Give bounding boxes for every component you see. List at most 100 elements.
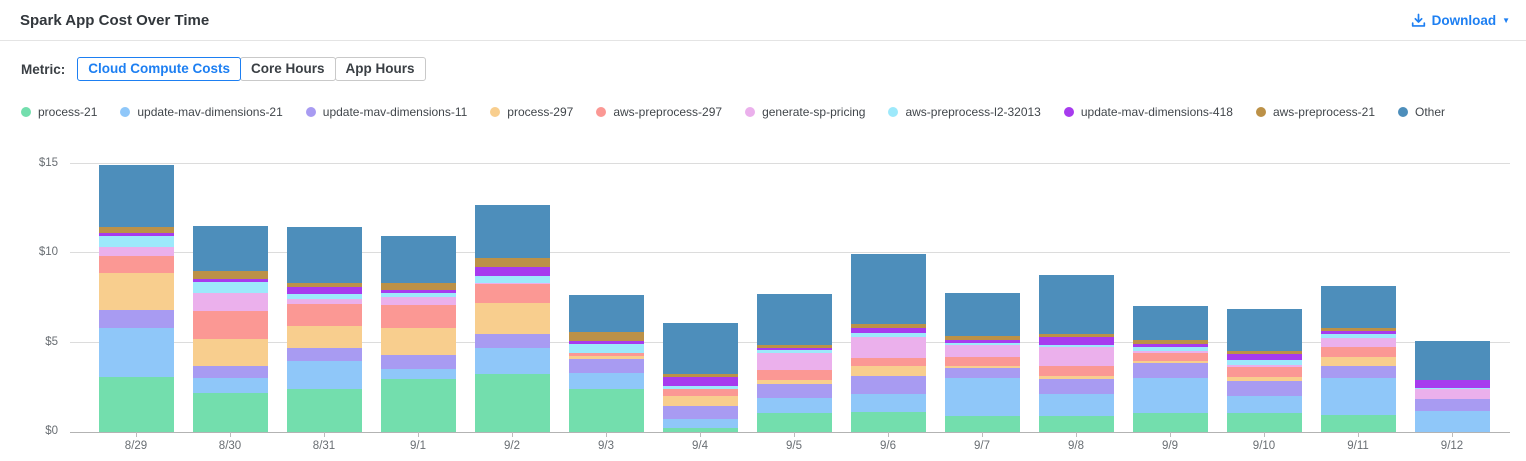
- bar-segment-aws-preprocess-21[interactable]: [98, 227, 174, 233]
- bar-segment-update-mav-dimensions-11[interactable]: [1226, 381, 1302, 397]
- bar-segment-aws-preprocess-l2-32013[interactable]: [756, 349, 832, 354]
- bar-segment-update-mav-dimensions-418[interactable]: [380, 290, 456, 293]
- stacked-bar-9-6[interactable]: [850, 254, 926, 432]
- bar-segment-aws-preprocess-l2-32013[interactable]: [1132, 347, 1208, 351]
- bar-segment-other[interactable]: [380, 236, 456, 283]
- bar-segment-process-297[interactable]: [1038, 375, 1114, 380]
- bar-segment-other[interactable]: [474, 205, 550, 258]
- legend-item-aws-preprocess-l2-32013[interactable]: aws-preprocess-l2-32013: [888, 105, 1041, 119]
- bar-segment-other[interactable]: [98, 164, 174, 228]
- bar-segment-process-21[interactable]: [568, 389, 644, 432]
- stacked-bar-9-5[interactable]: [756, 293, 832, 432]
- bar-segment-process-297[interactable]: [568, 356, 644, 359]
- bar-segment-other[interactable]: [1038, 274, 1114, 334]
- bar-segment-other[interactable]: [192, 225, 268, 272]
- bar-segment-process-297[interactable]: [1320, 356, 1396, 366]
- bar-segment-update-mav-dimensions-418[interactable]: [1038, 337, 1114, 346]
- bar-segment-update-mav-dimensions-21[interactable]: [98, 328, 174, 377]
- metric-option-core-hours[interactable]: Core Hours: [240, 57, 336, 81]
- bar-segment-generate-sp-pricing[interactable]: [98, 247, 174, 257]
- bar-segment-update-mav-dimensions-21[interactable]: [662, 418, 738, 429]
- bar-segment-process-21[interactable]: [380, 379, 456, 432]
- bar-segment-aws-preprocess-21[interactable]: [756, 345, 832, 349]
- bar-segment-generate-sp-pricing[interactable]: [944, 345, 1020, 357]
- bar-segment-aws-preprocess-297[interactable]: [98, 256, 174, 274]
- bar-segment-process-21[interactable]: [98, 376, 174, 432]
- stacked-bar-9-8[interactable]: [1038, 274, 1114, 432]
- bar-segment-update-mav-dimensions-418[interactable]: [474, 266, 550, 276]
- bar-segment-update-mav-dimensions-21[interactable]: [380, 369, 456, 380]
- bar-segment-generate-sp-pricing[interactable]: [1038, 347, 1114, 366]
- stacked-bar-9-2[interactable]: [474, 205, 550, 432]
- bar-segment-aws-preprocess-297[interactable]: [662, 389, 738, 397]
- bar-segment-update-mav-dimensions-21[interactable]: [756, 398, 832, 414]
- bar-segment-generate-sp-pricing[interactable]: [1226, 365, 1302, 367]
- bar-segment-update-mav-dimensions-418[interactable]: [286, 287, 362, 294]
- legend-item-aws-preprocess-21[interactable]: aws-preprocess-21: [1255, 105, 1375, 119]
- bar-segment-process-21[interactable]: [756, 413, 832, 432]
- bar-segment-other[interactable]: [568, 294, 644, 333]
- bar-segment-update-mav-dimensions-21[interactable]: [286, 361, 362, 390]
- legend-item-other[interactable]: Other: [1398, 105, 1445, 119]
- bar-segment-update-mav-dimensions-418[interactable]: [568, 340, 644, 344]
- bar-segment-generate-sp-pricing[interactable]: [850, 337, 926, 358]
- bar-segment-update-mav-dimensions-11[interactable]: [192, 365, 268, 379]
- bar-segment-generate-sp-pricing[interactable]: [192, 292, 268, 312]
- legend-item-update-mav-dimensions-11[interactable]: update-mav-dimensions-11: [305, 105, 467, 119]
- bar-segment-aws-preprocess-l2-32013[interactable]: [1038, 345, 1114, 348]
- bar-segment-aws-preprocess-l2-32013[interactable]: [850, 332, 926, 338]
- stacked-bar-8-30[interactable]: [192, 225, 268, 432]
- bar-segment-update-mav-dimensions-11[interactable]: [474, 333, 550, 349]
- bar-segment-process-297[interactable]: [1226, 376, 1302, 382]
- legend-item-process-21[interactable]: process-21: [21, 105, 97, 119]
- bar-segment-other[interactable]: [850, 254, 926, 324]
- bar-segment-process-21[interactable]: [944, 415, 1020, 432]
- legend-item-process-297[interactable]: process-297: [490, 105, 573, 119]
- bar-segment-process-21[interactable]: [1320, 415, 1396, 432]
- bar-segment-update-mav-dimensions-11[interactable]: [662, 406, 738, 419]
- bar-segment-aws-preprocess-297[interactable]: [1038, 365, 1114, 376]
- bar-segment-aws-preprocess-21[interactable]: [1226, 350, 1302, 355]
- legend-item-aws-preprocess-297[interactable]: aws-preprocess-297: [596, 105, 722, 119]
- bar-segment-update-mav-dimensions-418[interactable]: [1226, 354, 1302, 360]
- bar-segment-aws-preprocess-297[interactable]: [1132, 353, 1208, 362]
- bar-segment-generate-sp-pricing[interactable]: [1132, 350, 1208, 354]
- bar-segment-aws-preprocess-l2-32013[interactable]: [286, 293, 362, 299]
- bar-segment-aws-preprocess-297[interactable]: [568, 353, 644, 357]
- stacked-bar-9-11[interactable]: [1320, 285, 1396, 432]
- bar-segment-process-297[interactable]: [98, 273, 174, 310]
- bar-segment-aws-preprocess-21[interactable]: [568, 332, 644, 341]
- bar-segment-aws-preprocess-l2-32013[interactable]: [1414, 388, 1490, 390]
- bar-segment-update-mav-dimensions-21[interactable]: [1226, 396, 1302, 414]
- bar-segment-update-mav-dimensions-11[interactable]: [1132, 363, 1208, 378]
- bar-segment-other[interactable]: [1226, 308, 1302, 351]
- bar-segment-process-297[interactable]: [662, 396, 738, 407]
- bar-segment-update-mav-dimensions-11[interactable]: [1320, 365, 1396, 378]
- bar-segment-update-mav-dimensions-11[interactable]: [568, 358, 644, 374]
- bar-segment-process-297[interactable]: [944, 365, 1020, 368]
- bar-segment-generate-sp-pricing[interactable]: [756, 353, 832, 371]
- bar-segment-aws-preprocess-297[interactable]: [380, 305, 456, 329]
- bar-segment-update-mav-dimensions-21[interactable]: [1320, 377, 1396, 416]
- bar-segment-process-21[interactable]: [192, 392, 268, 432]
- bar-segment-other[interactable]: [944, 292, 1020, 337]
- bar-segment-aws-preprocess-297[interactable]: [944, 357, 1020, 366]
- bar-segment-update-mav-dimensions-11[interactable]: [1414, 398, 1490, 412]
- bar-segment-generate-sp-pricing[interactable]: [380, 297, 456, 306]
- bar-segment-aws-preprocess-297[interactable]: [850, 357, 926, 366]
- bar-segment-process-21[interactable]: [662, 428, 738, 432]
- bar-segment-aws-preprocess-21[interactable]: [286, 282, 362, 288]
- bar-segment-update-mav-dimensions-418[interactable]: [192, 279, 268, 282]
- bar-segment-update-mav-dimensions-21[interactable]: [1132, 377, 1208, 414]
- bar-segment-update-mav-dimensions-418[interactable]: [1414, 380, 1490, 389]
- bar-segment-aws-preprocess-297[interactable]: [1226, 366, 1302, 377]
- bar-segment-other[interactable]: [662, 323, 738, 375]
- bar-segment-process-297[interactable]: [286, 325, 362, 349]
- bar-segment-aws-preprocess-l2-32013[interactable]: [380, 292, 456, 298]
- bar-segment-update-mav-dimensions-21[interactable]: [474, 348, 550, 374]
- bar-segment-update-mav-dimensions-11[interactable]: [944, 367, 1020, 378]
- bar-segment-aws-preprocess-21[interactable]: [1038, 333, 1114, 338]
- bar-segment-aws-preprocess-21[interactable]: [1320, 328, 1396, 332]
- bar-segment-process-297[interactable]: [850, 365, 926, 376]
- legend-item-generate-sp-pricing[interactable]: generate-sp-pricing: [745, 105, 865, 119]
